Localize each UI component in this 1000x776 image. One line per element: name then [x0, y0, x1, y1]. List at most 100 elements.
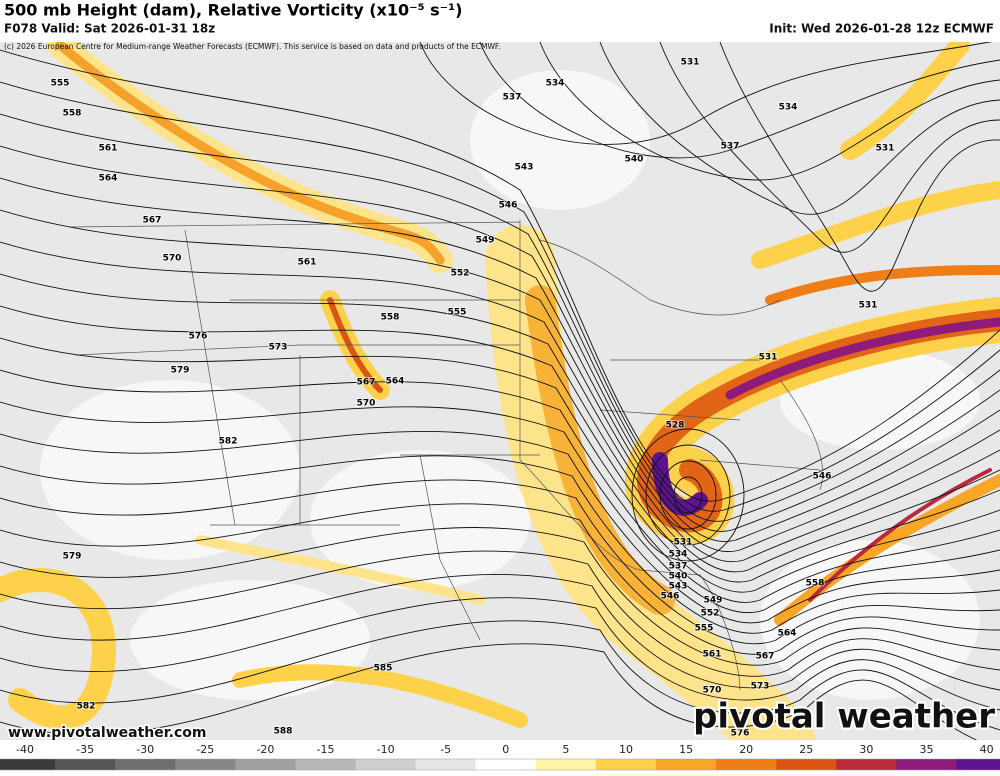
contour-label: 552 — [451, 269, 470, 279]
contour-line — [719, 41, 1000, 292]
contour-label: 576 — [189, 332, 208, 342]
colorbar-segment — [535, 759, 597, 770]
contour-label: 531 — [759, 353, 778, 363]
colorbar-tick-label: 30 — [859, 743, 873, 756]
vorticity-swaths — [0, 42, 1000, 740]
contour-label: 558 — [806, 579, 825, 589]
contour-line — [0, 241, 1000, 563]
logo: pivotal weather — [693, 697, 995, 737]
colorbar-tick-label: -15 — [317, 743, 335, 756]
valid-time: F078 Valid: Sat 2026-01-31 18z — [4, 22, 215, 36]
contour-label: 537 — [669, 562, 688, 572]
contour-label: 531 — [859, 301, 878, 311]
contour-line — [0, 81, 1000, 512]
contour-label: 564 — [778, 629, 797, 639]
contour-label: 582 — [219, 437, 238, 447]
contour-label: 537 — [721, 142, 740, 152]
contour-label: 561 — [298, 258, 317, 268]
colorbar-tick-label: 0 — [502, 743, 509, 756]
contour-line — [0, 550, 1000, 677]
contour-line — [0, 620, 1000, 731]
contour-label: 570 — [703, 686, 722, 696]
contour-label: 564 — [99, 174, 118, 184]
contour-label: 546 — [661, 592, 680, 602]
contour-label: 564 — [386, 377, 405, 387]
colorbar-segment — [0, 759, 56, 770]
contour-line — [659, 460, 717, 530]
contour-label: 582 — [77, 702, 96, 712]
colorbar-tick-label: 35 — [920, 743, 934, 756]
contour-line — [645, 444, 731, 546]
contour-label: 549 — [476, 236, 495, 246]
colorbar-segment — [595, 759, 657, 770]
contour-label: 528 — [666, 421, 685, 431]
contour-label: 555 — [51, 79, 70, 89]
colorbar-tick-label: 20 — [739, 743, 753, 756]
colorbar-segment — [415, 759, 477, 770]
contour-label: 567 — [756, 652, 775, 662]
colorbar-segment — [115, 759, 176, 770]
contour-label: 558 — [381, 313, 400, 323]
contour-label: 534 — [779, 103, 798, 113]
contour-label: 540 — [669, 572, 688, 582]
colorbar-segment — [55, 759, 116, 770]
contour-label: 549 — [704, 596, 723, 606]
contour-label: 543 — [669, 582, 688, 592]
colorbar-segment — [896, 759, 958, 770]
contour-line — [0, 573, 1000, 691]
colorbar-segment — [295, 759, 357, 770]
contour-label: 576 — [731, 729, 750, 739]
colorbar-tick-label: -10 — [377, 743, 395, 756]
height-contours — [0, 39, 1000, 751]
contour-line — [0, 503, 1000, 655]
contour-line — [0, 597, 1000, 711]
contour-label: 573 — [269, 343, 288, 353]
colorbar-segment — [235, 759, 296, 770]
contour-label: 579 — [171, 366, 190, 376]
colorbar-segment — [836, 759, 897, 770]
colorbar-tick-label: -5 — [440, 743, 451, 756]
contour-label: 579 — [63, 552, 82, 562]
contour-label: 546 — [813, 472, 832, 482]
website: www.pivotalweather.com — [8, 725, 207, 741]
contour-label: 570 — [357, 399, 376, 409]
colorbar-tick-label: -30 — [136, 743, 154, 756]
contour-line — [0, 209, 1000, 553]
contour-label: 561 — [99, 144, 118, 154]
contour-label: 567 — [357, 378, 376, 388]
contour-line — [0, 49, 1000, 502]
copyright: (c) 2026 European Centre for Medium-rang… — [4, 42, 500, 51]
colorbar-segment — [355, 759, 417, 770]
contour-line — [0, 337, 1000, 593]
colorbar-tick-label: -20 — [256, 743, 274, 756]
contour-label: 546 — [499, 201, 518, 211]
contour-label: 585 — [374, 664, 393, 674]
contour-line — [0, 527, 1000, 666]
colorbar-tick-label: 15 — [679, 743, 693, 756]
header-background — [0, 0, 1000, 42]
contour-label: 531 — [876, 144, 895, 154]
colorbar-segment — [716, 759, 777, 770]
contour-label: 555 — [448, 308, 467, 318]
title: 500 mb Height (dam), Relative Vorticity … — [4, 1, 462, 20]
contour-label: 531 — [674, 538, 693, 548]
contour-labels: 555 558 561 564 567 570 576 579 582 573 561 558 555 5… — [50, 57, 896, 740]
contour-line — [0, 643, 1000, 751]
colorbar-tick-label: -25 — [196, 743, 214, 756]
colorbar-frame — [0, 758, 1000, 771]
contour-line — [0, 401, 1000, 613]
contour-label: 537 — [503, 93, 522, 103]
colorbar-segment — [776, 759, 837, 770]
contour-line — [631, 428, 745, 562]
contour-label: 534 — [546, 79, 565, 89]
contour-line — [0, 455, 1000, 634]
contour-label: 531 — [681, 58, 700, 68]
colorbar: -40-35-30-25-20-15-10-505101520253035404… — [0, 743, 1000, 771]
contour-label: 540 — [625, 155, 644, 165]
contour-label: 573 — [751, 682, 770, 692]
map — [0, 42, 1000, 740]
contour-line — [419, 39, 1000, 145]
colorbar-segment — [956, 759, 1000, 770]
colorbar-tick-label: 10 — [619, 743, 633, 756]
contour-label: 543 — [515, 163, 534, 173]
